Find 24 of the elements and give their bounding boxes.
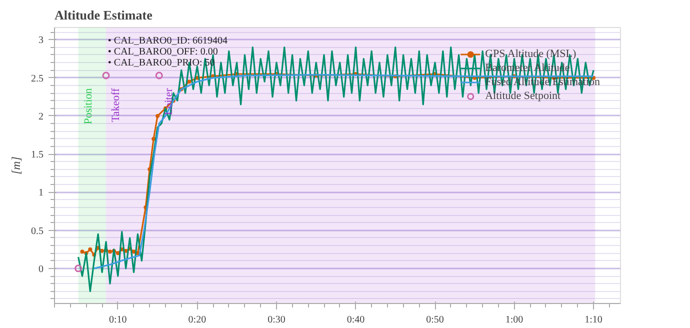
y-tick-label: 3 (38, 35, 44, 46)
legend-label: GPS Altitude (MSL) (485, 47, 576, 61)
y-tick-label: 0 (38, 264, 44, 275)
band-label: Takeoff (110, 88, 122, 122)
x-tick-label: 0:30 (268, 314, 286, 326)
x-tick-label: 0:10 (109, 314, 127, 326)
y-tick-label: 1.5 (31, 150, 44, 161)
x-tick-label: 1:00 (505, 314, 524, 326)
y-axis-title: [m] (9, 156, 23, 175)
annotation: • CAL_BARO0_PRIO: 50 (108, 58, 215, 68)
band-label: Position (82, 88, 94, 124)
y-tick-label: 2 (38, 111, 44, 122)
chart-title: Altitude Estimate (54, 8, 153, 22)
x-tick-label: 1:10 (584, 314, 602, 326)
legend-label: Altitude Setpoint (485, 89, 561, 103)
y-tick-label: 2.5 (31, 73, 44, 84)
band-label: Loiter (163, 88, 176, 116)
annotation: • CAL_BARO0_OFF: 0.00 (108, 46, 218, 58)
x-tick-label: 0:20 (188, 314, 206, 326)
y-tick-label: 0.5 (31, 226, 44, 237)
x-tick-label: 0:50 (426, 314, 444, 326)
x-tick-label: 0:40 (346, 314, 365, 326)
annotation: • CAL_BARO0_ID: 6619404 (108, 36, 228, 46)
y-tick-label: 1 (38, 188, 44, 199)
